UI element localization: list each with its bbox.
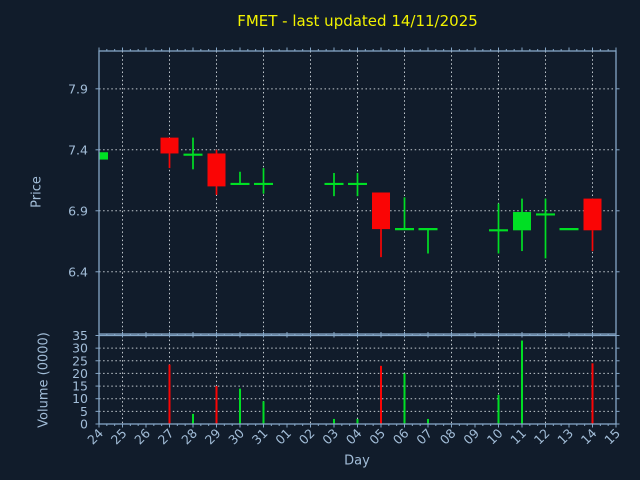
volume-bars <box>168 340 594 424</box>
volume-y-tick-label: 15 <box>72 379 88 394</box>
x-tick-label-07: 07 <box>413 426 435 448</box>
day-axis-label: Day <box>344 453 370 469</box>
x-tick-label-10: 10 <box>484 425 506 447</box>
axis-tick-marks <box>95 47 620 428</box>
x-tick-label-05: 05 <box>366 426 388 448</box>
volume-y-tick-label: 5 <box>80 404 88 419</box>
candle-day-24 <box>99 152 108 160</box>
x-tick-label-31: 31 <box>249 426 271 448</box>
x-tick-label-06: 06 <box>390 425 412 447</box>
price-y-tick-label: 6.9 <box>68 203 88 218</box>
x-tick-label-27: 27 <box>155 426 177 448</box>
x-tick-label-13: 13 <box>554 426 576 448</box>
volume-y-tick-label: 20 <box>72 366 88 381</box>
volume-y-tick-label: 0 <box>80 417 88 432</box>
x-tick-label-04: 04 <box>343 425 365 447</box>
price-y-tick-label: 7.9 <box>68 81 88 96</box>
axes-borders <box>98 50 617 425</box>
x-tick-label-09: 09 <box>460 425 482 447</box>
volume-y-tick-label: 25 <box>72 353 88 368</box>
x-tick-label-25: 25 <box>108 426 130 448</box>
x-tick-label-26: 26 <box>131 425 153 447</box>
volume-y-tick-label: 10 <box>72 391 88 406</box>
x-tick-label-28: 28 <box>178 425 200 447</box>
candle-day-14 <box>583 198 602 231</box>
x-tick-label-11: 11 <box>507 426 529 448</box>
x-tick-label-14: 14 <box>578 425 600 447</box>
volume-y-tick-label: 35 <box>72 328 88 343</box>
x-tick-label-30: 30 <box>225 425 247 447</box>
gridlines <box>99 51 616 424</box>
candle-day-29 <box>207 153 226 187</box>
volume-axis-label: Volume (0000) <box>36 332 52 428</box>
candlesticks <box>99 137 602 259</box>
chart-title: FMET - last updated 14/11/2025 <box>237 12 478 30</box>
price-y-tick-label: 7.4 <box>68 142 88 157</box>
price-axis-label: Price <box>29 176 45 208</box>
x-tick-label-08: 08 <box>437 425 459 447</box>
candle-day-05 <box>372 192 390 230</box>
price-y-tick-label: 6.4 <box>68 264 88 279</box>
x-tick-label-02: 02 <box>296 426 318 448</box>
candle-day-27 <box>160 137 179 154</box>
x-tick-label-12: 12 <box>531 426 553 448</box>
x-tick-label-03: 03 <box>319 426 341 448</box>
x-tick-label-01: 01 <box>272 426 294 448</box>
candle-day-11 <box>513 212 531 231</box>
volume-y-tick-label: 30 <box>72 341 88 356</box>
x-tick-label-29: 29 <box>202 425 224 447</box>
x-tick-label-15: 15 <box>601 426 623 448</box>
